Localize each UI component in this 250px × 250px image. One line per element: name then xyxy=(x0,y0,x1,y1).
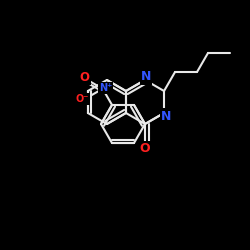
Text: N: N xyxy=(141,70,151,84)
Text: O⁻: O⁻ xyxy=(76,94,89,104)
Text: N⁺: N⁺ xyxy=(99,83,112,93)
Text: O: O xyxy=(140,142,150,155)
Text: O: O xyxy=(80,71,90,84)
Text: N: N xyxy=(161,110,171,122)
